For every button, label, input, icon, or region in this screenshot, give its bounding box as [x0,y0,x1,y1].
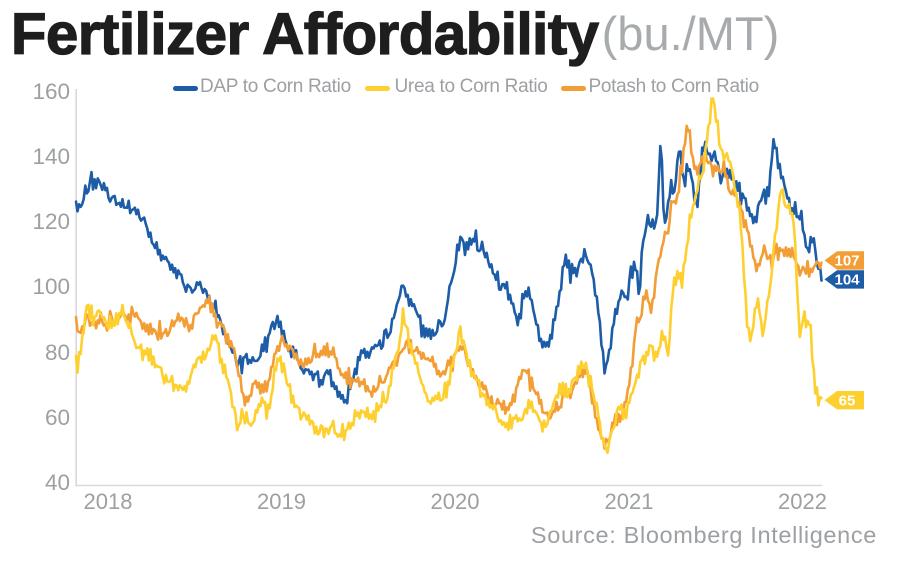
svg-text:104: 104 [834,272,860,289]
svg-text:107: 107 [834,253,859,270]
svg-text:65: 65 [839,393,856,410]
